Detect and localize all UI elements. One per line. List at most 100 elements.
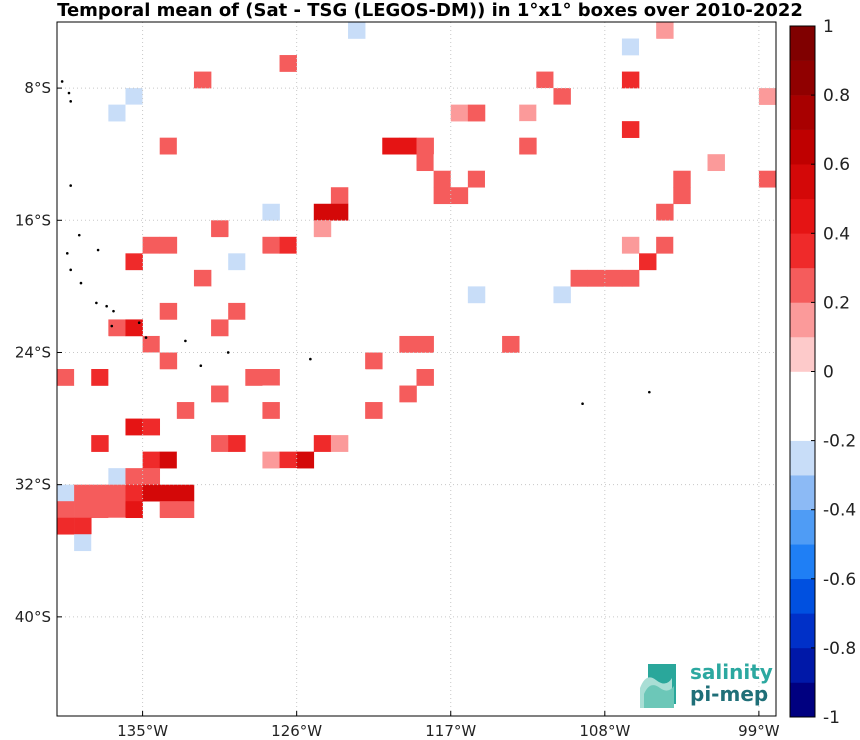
heatmap-cell: [656, 203, 674, 221]
colorbar-tick-label: 0: [823, 363, 834, 383]
heatmap-cell: [296, 253, 315, 271]
heatmap-cell: [296, 269, 315, 287]
colorbar-block: [790, 475, 815, 510]
heatmap-cell: [450, 154, 469, 172]
heatmap-cell: [211, 220, 229, 238]
island-dot: [69, 100, 72, 103]
heatmap-cell: [108, 501, 126, 519]
heatmap-cell: [519, 104, 537, 122]
heatmap-cell: [621, 38, 640, 56]
island-dot: [648, 390, 651, 394]
heatmap-cell: [108, 534, 126, 552]
heatmap-cell: [125, 88, 143, 105]
heatmap-cell: [176, 435, 195, 452]
heatmap-cell: [159, 335, 178, 353]
heatmap-cell: [176, 501, 195, 519]
heatmap-cell: [399, 385, 417, 403]
island-dot: [112, 309, 115, 313]
heatmap-cell: [365, 335, 383, 353]
heatmap-cell: [262, 385, 280, 403]
heatmap-cell: [433, 170, 452, 188]
colorbar-tick-label: 1: [823, 17, 834, 37]
colorbar-block: [790, 682, 815, 718]
heatmap-cell: [193, 451, 212, 469]
heatmap-cell: [621, 71, 640, 89]
colorbar-block: [790, 198, 815, 234]
heatmap-cell: [125, 468, 143, 485]
heatmap-cell: [365, 402, 383, 419]
island-dot: [95, 301, 98, 305]
heatmap-cell: [484, 302, 503, 320]
heatmap-cell: [142, 335, 161, 353]
heatmap-cell: [159, 137, 178, 155]
heatmap-cell: [433, 187, 452, 205]
heatmap-cell: [279, 236, 297, 254]
heatmap-cell: [228, 435, 246, 452]
heatmap-cell: [228, 286, 246, 304]
x-tick-label: 126°W: [271, 722, 322, 740]
heatmap-cell: [621, 236, 640, 254]
heatmap-cell: [484, 170, 503, 188]
heatmap-cell: [176, 88, 195, 105]
heatmap-cell: [245, 369, 263, 386]
heatmap-cell: [159, 286, 178, 304]
heatmap-cell: [142, 517, 161, 535]
heatmap-cell: [553, 88, 571, 105]
heatmap-cell: [348, 335, 366, 353]
heatmap-cell: [108, 468, 126, 485]
heatmap-cell: [74, 187, 92, 205]
heatmap-cell: [330, 170, 349, 188]
heatmap-cell: [536, 71, 554, 89]
axis-ticks: 135°W 126°W 117°W 108°W 99°W 8°S 16°S 24°S 32°S 4…: [15, 79, 780, 740]
heatmap-cell: [416, 369, 434, 386]
heatmap-cell: [91, 435, 109, 452]
heatmap-cell: [433, 121, 452, 138]
heatmap-cell: [621, 203, 640, 221]
heatmap-cells: [57, 22, 777, 552]
island-dot: [110, 324, 114, 328]
island-dot: [199, 364, 203, 367]
heatmap-cell: [707, 154, 725, 172]
heatmap-cell: [313, 203, 332, 221]
heatmap-cell: [330, 402, 349, 419]
heatmap-cell: [245, 302, 263, 320]
heatmap-cell: [604, 269, 623, 287]
colorbar-tick-label: -1: [823, 708, 840, 728]
heatmap-cell: [228, 302, 246, 320]
heatmap-cell: [330, 253, 349, 271]
heatmap-cell: [245, 484, 263, 502]
heatmap-cell: [502, 335, 520, 353]
map-title: Temporal mean of (Sat - TSG (LEGOS-DM)) …: [57, 0, 803, 21]
heatmap-cell: [382, 203, 400, 221]
heatmap-cell: [108, 517, 126, 535]
heatmap-cell: [125, 484, 143, 502]
heatmap-cell: [279, 451, 297, 469]
heatmap-cell: [211, 435, 229, 452]
heatmap-cell: [176, 484, 195, 502]
heatmap-cell: [450, 170, 469, 188]
heatmap-cell: [193, 71, 212, 89]
heatmap-cell: [159, 236, 178, 254]
heatmap-cell: [245, 269, 263, 287]
colorbar-tick-label: 0.4: [823, 224, 850, 244]
heatmap-cell: [74, 369, 92, 386]
island-dot: [184, 339, 187, 343]
heatmap-cell: [296, 418, 315, 436]
heatmap-cell: [296, 435, 315, 452]
heatmap-cell: [211, 385, 229, 403]
heatmap-cell: [313, 220, 332, 238]
heatmap-cell: [536, 104, 554, 122]
heatmap-cell: [245, 203, 263, 221]
heatmap-cell: [656, 22, 674, 39]
map-frame: [56, 21, 777, 717]
island-dot: [226, 351, 230, 354]
heatmap-cell: [604, 88, 623, 105]
heatmap-cell: [639, 38, 657, 56]
island-dot: [67, 91, 71, 95]
heatmap-cell: [570, 269, 588, 287]
salinity-pi-mep-logo: salinity pi-mep: [636, 660, 773, 710]
heatmap-cell: [125, 501, 143, 519]
heatmap-cell: [159, 302, 178, 320]
